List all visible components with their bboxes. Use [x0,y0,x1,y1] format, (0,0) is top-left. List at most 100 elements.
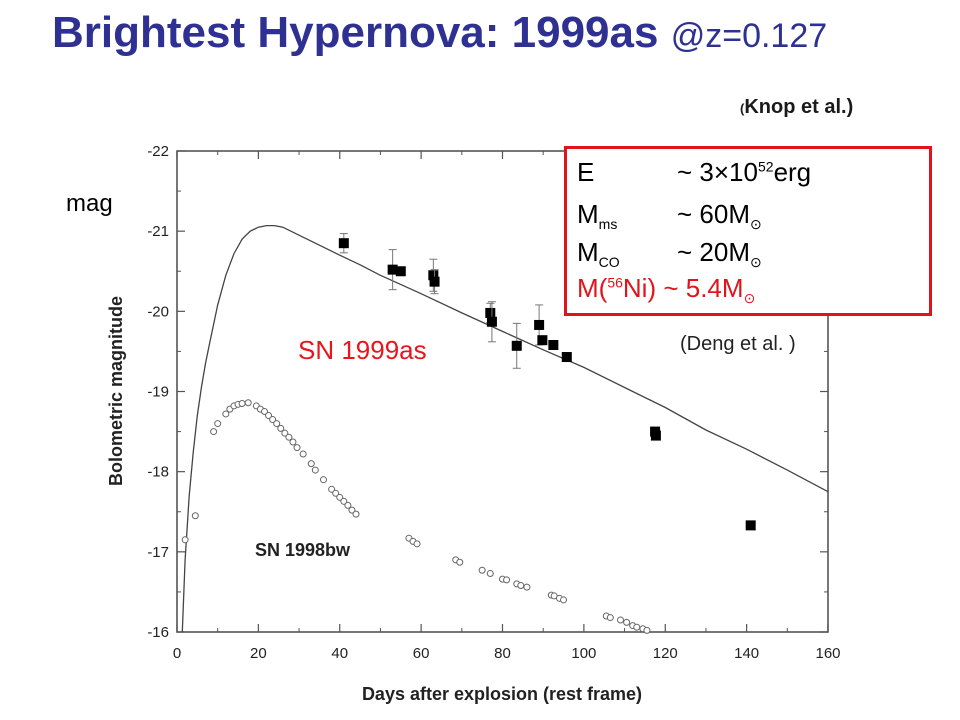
y-tick-label: -19 [147,384,169,401]
sn1999as-point [537,335,548,346]
sn1998bw-point [560,596,568,604]
sn1998bw-point [181,536,189,544]
mass-ms-symbol: M [577,199,599,229]
sn1998bw-point [606,614,614,622]
x-axis-label: Days after explosion (rest frame) [362,684,642,704]
sn1998bw-point [523,583,531,591]
page-title: Brightest Hypernova: 1999as @z=0.127 [52,8,827,58]
sn1999as-point [548,340,559,351]
sn1998bw-point [633,623,641,631]
energy-unit: erg [773,157,812,187]
x-axis-ticks: 0 20 40 60 80 100 120 140 160 [173,151,841,662]
nickel-prefix: M( [577,273,608,303]
mass-co-symbol: M [577,237,599,267]
sn1998bw-point [222,410,230,418]
sn1998bw-point [210,428,218,436]
sn1998bw-point [352,510,360,518]
sn1998bw-point [328,485,336,493]
x-tick-label: 0 [173,645,181,662]
x-tick-label: 40 [331,645,348,662]
sn1998bw-point [238,400,246,408]
x-tick-label: 140 [734,645,759,662]
knop-credit-paren: ( [740,101,745,116]
sn1998bw-point [244,399,252,407]
y-tick-label: -20 [147,303,169,320]
parameters-box: E ~ 3×1052erg Mms ~ 60M⊙ MCO ~ 20M⊙ M(56Ni)… [564,146,932,316]
solar-symbol-icon: ⊙ [743,290,756,307]
model-curve [181,224,829,633]
sn1998bw-point [307,460,315,468]
title-main: Brightest Hypernova: 1999as [52,8,659,57]
sn1998bw-point [214,420,222,428]
mass-ms-row: Mms ~ 60M⊙ [577,199,762,233]
y-axis-label: Bolometric magnitude [106,296,126,486]
sn1999as-point [511,340,522,351]
x-tick-label: 100 [571,645,596,662]
solar-symbol-icon: ⊙ [750,254,762,271]
sn1998bw-point [478,566,486,574]
mass-ms-subscript: ms [598,216,618,233]
y-tick-label: -21 [147,223,169,240]
nickel-mass-row: M(56Ni) ~ 5.4M⊙ [577,273,755,307]
knop-credit-text: Knop et al.) [744,96,854,118]
solar-symbol-icon: ⊙ [750,216,762,233]
sn1999as-point [650,430,661,441]
sn1998bw-point [503,576,511,584]
title-redshift: @z=0.127 [670,17,828,55]
sn1998bw-point [344,501,352,509]
sn1998bw-point [265,412,273,420]
sn1998bw-point [486,569,494,577]
sn1998bw-point [643,626,651,634]
sn1999as-point [428,270,439,281]
sn1998bw-point [456,558,464,566]
y-tick-label: -16 [147,624,169,641]
energy-value: ~ 3×10 [677,157,758,187]
sn1998bw-point [623,618,631,626]
sn1998bw-point [191,512,199,520]
sn1999as-point [485,307,496,318]
y-tick-label: -18 [147,464,169,481]
sn1999as-points [338,233,756,531]
sn1999as-label: SN 1999as [298,335,427,365]
sn1998bw-point [336,493,344,501]
energy-exponent: 52 [757,158,774,175]
sn1998bw-point [289,438,297,446]
y-tick-label: -22 [147,143,169,160]
x-tick-label: 160 [815,645,840,662]
sn1998bw-point [293,444,301,452]
energy-symbol: E [577,157,595,187]
sn1998bw-point [348,506,356,514]
y-axis-ticks: -16 -17 -18 -19 -20 -21 -22 [147,143,828,641]
sn1998bw-points [181,399,651,634]
mass-ms-value: ~ 60M [677,199,750,229]
sn1999as-point [486,316,497,327]
sn1998bw-point [517,582,525,590]
deng-credit: (Deng et al. ) [680,333,796,355]
x-tick-label: 80 [494,645,511,662]
x-tick-label: 20 [250,645,267,662]
mass-co-value: ~ 20M [677,237,750,267]
sn1998bw-point [277,424,285,432]
sn1998bw-point [319,476,327,484]
nickel-isotope: 56 [607,274,623,291]
x-tick-label: 60 [413,645,430,662]
y-tick-label: -17 [147,544,169,561]
sn1999as-point [534,319,545,330]
knop-credit: (Knop et al.) [740,96,853,119]
sn1999as-point [338,238,349,249]
sn1999as-point [429,276,440,287]
sn1998bw-point [281,429,289,437]
mag-label: mag [66,190,113,217]
mass-co-row: MCO ~ 20M⊙ [577,237,762,271]
sn1999as-point [395,266,406,277]
sn1998bw-point [332,489,340,497]
sn1999as-point [561,352,572,363]
sn1998bw-point [260,408,268,416]
sn1998bw-point [413,540,421,548]
sn1999as-point [387,264,398,275]
sn1998bw-point [269,416,277,424]
x-tick-label: 120 [653,645,678,662]
sn1998bw-point [311,466,319,474]
sn1999as-point [745,520,756,531]
